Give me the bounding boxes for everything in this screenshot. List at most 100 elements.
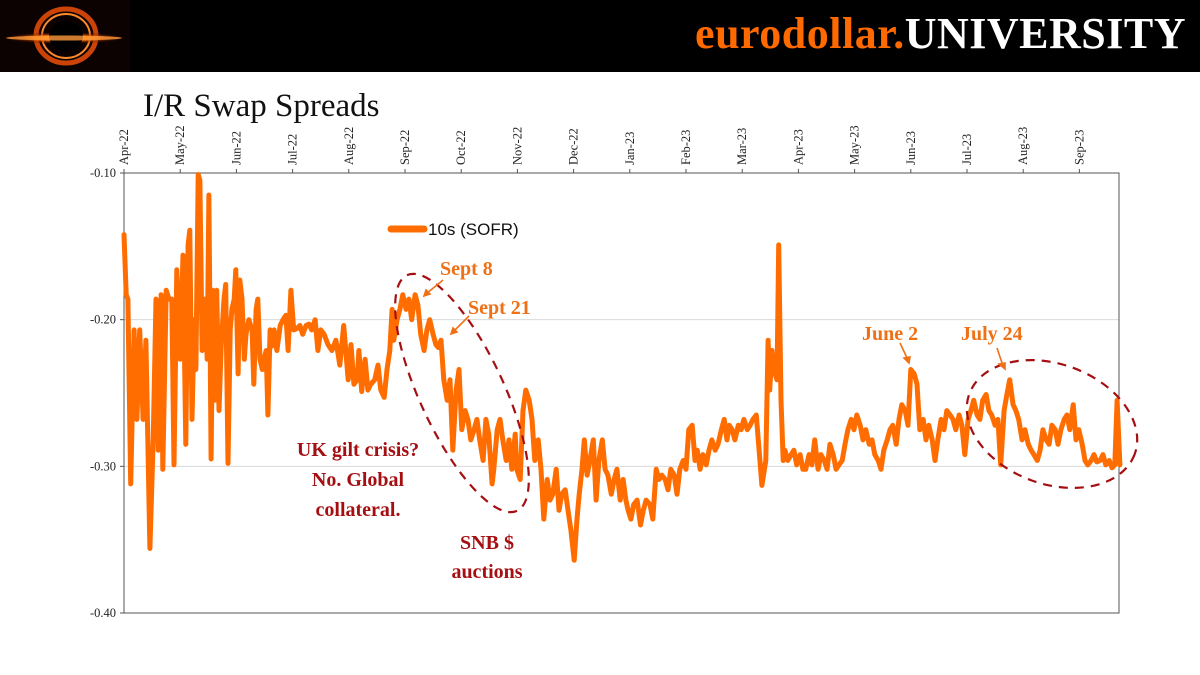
data-point xyxy=(688,429,690,431)
data-point xyxy=(1111,467,1113,469)
x-tick-label: Feb-23 xyxy=(679,130,693,165)
data-point xyxy=(856,414,858,416)
data-point xyxy=(583,439,585,441)
data-point xyxy=(1084,460,1086,461)
data-point xyxy=(1060,429,1062,431)
data-point xyxy=(799,454,801,456)
data-point xyxy=(499,418,501,420)
data-point xyxy=(271,345,273,347)
annotation-july24: July 24 xyxy=(961,323,1023,345)
chart-title: I/R Swap Spreads xyxy=(143,88,380,124)
data-point xyxy=(1108,460,1110,461)
data-point xyxy=(296,328,298,329)
data-point xyxy=(558,509,560,511)
data-point xyxy=(685,468,687,470)
brand-wordmark: eurodollar.UNIVERSITY xyxy=(695,8,1186,60)
data-point xyxy=(1090,460,1092,461)
data-point xyxy=(339,364,341,366)
legend-label: 10s (SOFR) xyxy=(428,220,519,239)
data-point xyxy=(808,454,810,456)
highlight-ellipse-sept xyxy=(394,272,530,514)
x-tick-label: Jul-23 xyxy=(960,134,974,165)
data-point xyxy=(726,439,728,441)
data-point xyxy=(1105,464,1107,466)
data-point xyxy=(182,254,184,256)
data-point xyxy=(749,424,751,426)
data-point xyxy=(223,298,225,300)
data-point xyxy=(682,460,684,461)
data-point xyxy=(907,424,909,426)
data-point xyxy=(773,369,775,370)
data-point xyxy=(1054,429,1056,431)
data-point xyxy=(479,439,481,441)
data-point xyxy=(765,460,767,461)
data-point xyxy=(364,358,366,360)
arrow-sept21-head xyxy=(449,326,459,336)
data-point xyxy=(279,325,281,326)
data-point xyxy=(171,298,173,300)
data-point xyxy=(1051,424,1053,426)
data-point xyxy=(964,454,966,456)
data-point xyxy=(892,424,894,426)
data-point xyxy=(734,439,736,441)
data-point xyxy=(549,499,551,501)
data-point xyxy=(1039,449,1041,451)
data-point xyxy=(877,460,879,461)
data-point xyxy=(581,468,583,470)
data-point xyxy=(723,418,725,420)
series-layer xyxy=(121,172,1123,563)
data-point xyxy=(613,479,615,480)
data-point xyxy=(225,284,227,285)
data-point xyxy=(1066,414,1068,416)
data-point xyxy=(193,319,195,321)
data-point xyxy=(493,468,495,470)
data-point xyxy=(402,294,404,296)
data-point xyxy=(740,429,742,431)
data-point xyxy=(895,443,897,445)
data-point xyxy=(1081,443,1083,445)
data-point xyxy=(1075,439,1077,441)
data-point xyxy=(235,269,237,271)
data-point xyxy=(649,504,651,505)
arrow-sept8-head xyxy=(422,288,432,298)
data-point xyxy=(737,424,739,426)
data-point xyxy=(793,449,795,451)
data-point xyxy=(287,350,289,351)
data-point xyxy=(1027,443,1029,445)
data-point xyxy=(627,509,629,511)
data-point xyxy=(197,174,199,175)
data-point xyxy=(227,462,229,464)
data-point xyxy=(955,429,957,431)
data-point xyxy=(305,325,307,326)
data-point xyxy=(946,410,948,412)
x-tick-label: Jul-22 xyxy=(286,134,300,165)
data-point xyxy=(979,418,981,420)
data-point xyxy=(314,319,316,321)
data-point xyxy=(380,389,382,391)
data-point xyxy=(259,358,261,360)
data-point xyxy=(361,391,363,392)
data-point xyxy=(1018,418,1020,420)
data-point xyxy=(561,493,563,495)
data-point xyxy=(811,464,813,466)
data-point xyxy=(212,289,214,291)
data-point xyxy=(696,449,698,451)
data-point xyxy=(958,414,960,416)
data-point xyxy=(331,350,333,351)
data-point xyxy=(311,329,313,331)
x-tick-label: Sep-23 xyxy=(1072,130,1086,165)
data-point xyxy=(728,424,730,426)
data-point xyxy=(455,389,457,391)
data-point xyxy=(853,429,855,431)
data-point xyxy=(152,439,154,441)
data-point xyxy=(880,468,882,470)
data-point xyxy=(449,379,451,381)
data-point xyxy=(377,364,379,366)
data-point xyxy=(838,464,840,466)
x-tick-label: Mar-23 xyxy=(735,128,749,165)
data-point xyxy=(952,418,954,420)
data-point xyxy=(149,548,151,549)
data-point xyxy=(299,325,301,326)
data-point xyxy=(949,414,951,416)
data-point xyxy=(269,329,271,331)
